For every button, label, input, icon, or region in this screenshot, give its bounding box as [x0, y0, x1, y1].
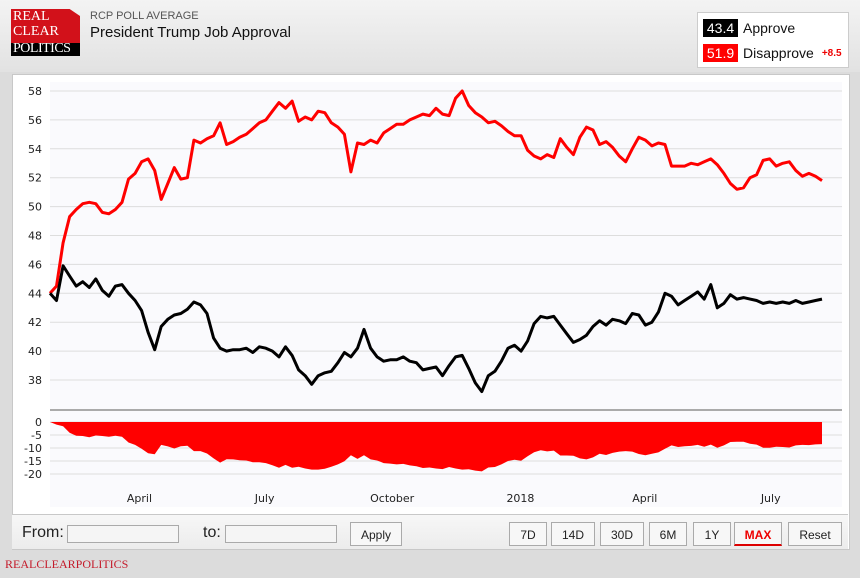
logo-line-2: CLEAR [13, 24, 59, 39]
x-tick-label: April [127, 492, 152, 505]
x-tick-label: October [370, 492, 414, 505]
to-date-input[interactable] [225, 525, 337, 543]
spread-y-tick-label: -20 [24, 468, 42, 481]
to-label: to: [203, 524, 221, 541]
logo-black-block [11, 43, 80, 56]
legend-disapprove: 51.9 Disapprove +8.5 [703, 43, 842, 63]
spread-y-tick-label: -15 [24, 455, 42, 468]
y-tick-label: 54 [28, 143, 42, 156]
y-tick-label: 52 [28, 172, 42, 185]
x-tick-label: April [632, 492, 657, 505]
x-ticks: April July October 2018 April July [127, 492, 781, 505]
disapprove-label: Disapprove [743, 45, 814, 61]
y-tick-label: 42 [28, 316, 42, 329]
main-y-ticks: 38 40 42 44 46 48 50 52 54 56 58 [28, 85, 42, 387]
range-6m-button[interactable]: 6M [649, 522, 687, 546]
spread-y-ticks: 0-5-10-15-20 [24, 416, 42, 481]
chart-title: President Trump Job Approval [90, 24, 291, 41]
disapprove-line[interactable] [48, 89, 823, 295]
y-tick-label: 56 [28, 114, 42, 127]
reset-button[interactable]: Reset [788, 522, 842, 546]
x-tick-label: 2018 [506, 492, 534, 505]
approve-line[interactable] [48, 264, 823, 394]
x-tick-label: July [254, 492, 275, 505]
main-gridlines [50, 90, 842, 381]
range-7d-button[interactable]: 7D [509, 522, 547, 546]
range-30d-button[interactable]: 30D [600, 522, 644, 546]
y-tick-label: 58 [28, 85, 42, 98]
range-max-button[interactable]: MAX [734, 522, 782, 546]
spread-y-tick-label: -10 [24, 442, 42, 455]
chart-subtitle: RCP POLL AVERAGE [90, 10, 199, 22]
y-tick-label: 40 [28, 345, 42, 358]
approve-label: Approve [743, 20, 796, 36]
spread-y-tick-label: -5 [31, 429, 42, 442]
approve-value: 43.4 [703, 19, 738, 37]
apply-button[interactable]: Apply [350, 522, 402, 546]
range-1y-button[interactable]: 1Y [693, 522, 731, 546]
logo-line-3: POLITICS [13, 41, 71, 56]
y-tick-label: 48 [28, 230, 42, 243]
rcp-logo[interactable]: REAL CLEAR POLITICS [11, 9, 80, 56]
legend: 43.4 Approve 51.9 Disapprove +8.5 [697, 12, 849, 68]
y-tick-label: 50 [28, 201, 42, 214]
range-14d-button[interactable]: 14D [551, 522, 595, 546]
spread-value: +8.5 [821, 47, 842, 59]
y-tick-label: 38 [28, 374, 42, 387]
spread-area [50, 422, 822, 472]
disapprove-value: 51.9 [703, 44, 738, 62]
footer-brand[interactable]: REALCLEARPOLITICS [5, 557, 129, 571]
spread-y-tick-label: 0 [35, 416, 42, 429]
header: REAL CLEAR POLITICS RCP POLL AVERAGE Pre… [0, 0, 860, 72]
x-tick-label: July [760, 492, 781, 505]
logo-line-1: REAL [13, 9, 50, 24]
y-tick-label: 44 [28, 287, 42, 300]
logo-red-block [11, 9, 80, 44]
from-label: From: [22, 524, 64, 541]
y-tick-label: 46 [28, 258, 42, 271]
legend-approve: 43.4 Approve [703, 18, 795, 38]
from-date-input[interactable] [67, 525, 179, 543]
